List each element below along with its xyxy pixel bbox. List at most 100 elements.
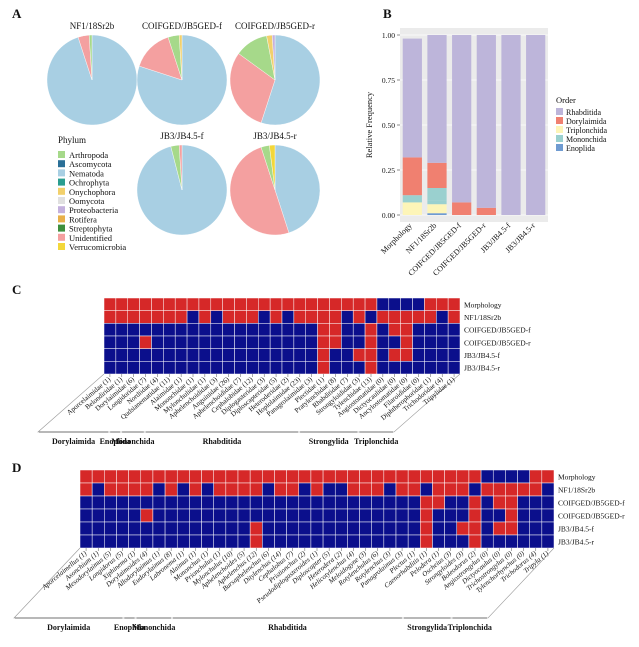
heatmap-cell — [364, 348, 378, 362]
heatmap-cell — [269, 335, 283, 349]
heatmap-cell — [436, 323, 449, 337]
heatmap-cell — [298, 469, 312, 484]
heatmap-cell — [371, 521, 385, 536]
heatmap-cell — [376, 348, 390, 362]
heatmap-cell — [225, 482, 239, 497]
heatmap-cell — [139, 310, 152, 324]
y-tick-label: 0.75 — [382, 76, 395, 85]
heatmap-cell — [128, 495, 142, 510]
heatmap-cell — [164, 521, 178, 536]
heatmap-cell — [400, 361, 413, 375]
heatmap-cell — [329, 323, 342, 337]
bar-segment — [452, 35, 472, 203]
legend-swatch — [58, 224, 65, 232]
row-label: COIFGED/JB5GED-f — [464, 326, 531, 335]
heatmap-cell — [79, 469, 93, 484]
heatmap-cell — [281, 297, 295, 311]
heatmap-cell — [152, 521, 166, 536]
heatmap-cell — [258, 310, 271, 324]
heatmap-cell — [412, 297, 425, 311]
heatmap-cell — [412, 310, 425, 324]
heatmap-cell — [317, 348, 330, 362]
legend-swatch — [556, 135, 563, 142]
heatmap-cell — [341, 323, 354, 337]
heatmap-cell — [189, 482, 202, 497]
heatmap-cell — [412, 361, 425, 375]
pie-slice — [229, 53, 276, 124]
heatmap-cell — [139, 348, 152, 362]
heatmap-cell — [201, 521, 214, 536]
heatmap-cell — [541, 521, 555, 536]
y-tick-label: 0.50 — [382, 121, 395, 130]
heatmap-cell — [432, 482, 445, 497]
heatmap-cell — [468, 508, 482, 523]
bar-segment — [427, 204, 447, 214]
heatmap-cell — [424, 323, 437, 337]
heatmap-cell — [317, 310, 330, 324]
legend-label: Rhabditida — [566, 108, 602, 117]
heatmap-cell — [359, 495, 372, 510]
heatmap-cell — [210, 335, 223, 349]
heatmap-cell — [79, 521, 93, 536]
heatmap-cell — [258, 361, 271, 375]
heatmap-cell — [341, 297, 354, 311]
heatmap-cell — [322, 469, 336, 484]
heatmap-cell — [364, 361, 378, 375]
legend-label: Unidentified — [69, 233, 113, 243]
heatmap-cell — [505, 508, 518, 523]
heatmap-cell — [213, 495, 227, 510]
heatmap-cell — [420, 534, 433, 549]
heatmap-cell — [152, 495, 166, 510]
heatmap-cell — [91, 495, 105, 510]
heatmap-cell — [174, 361, 188, 375]
pie-slice — [260, 34, 321, 126]
pie-slice — [178, 144, 183, 191]
heatmap-cell — [298, 482, 312, 497]
heatmap-cell — [432, 534, 445, 549]
heatmap-cell — [115, 310, 128, 324]
heatmap-cell — [140, 482, 154, 497]
heatmap-cell — [347, 482, 360, 497]
heatmap-cell — [127, 297, 140, 311]
heatmap-cell — [116, 495, 129, 510]
heatmap-cell — [164, 534, 178, 549]
bar-segment — [526, 35, 546, 215]
heatmap-cell — [322, 534, 336, 549]
heatmap-cell — [249, 469, 263, 484]
heatmap-cell — [468, 482, 482, 497]
heatmap-cell — [281, 335, 295, 349]
heatmap-cell — [400, 335, 413, 349]
heatmap-cell — [286, 495, 300, 510]
heatmap-cell — [174, 348, 188, 362]
heatmap-cell — [139, 361, 152, 375]
heatmap-cell — [329, 297, 342, 311]
heatmap-cell — [359, 508, 372, 523]
heatmap-cell — [505, 534, 518, 549]
heatmap-cell — [127, 361, 140, 375]
heatmap-cell — [213, 482, 227, 497]
heatmap-cell — [262, 469, 275, 484]
heatmap-cell — [424, 361, 437, 375]
heatmap-cell — [249, 534, 263, 549]
heatmap-cell — [79, 508, 93, 523]
heatmap-cell — [480, 508, 494, 523]
heatmap-cell — [274, 521, 287, 536]
legend-swatch — [58, 178, 65, 186]
legend-label: Oomycota — [69, 196, 105, 206]
heatmap-cell — [388, 335, 401, 349]
heatmap-cell — [140, 508, 154, 523]
heatmap-cell — [468, 521, 482, 536]
legend-swatch — [58, 243, 65, 250]
panel-letter-c: C — [12, 282, 21, 297]
heatmap-cell — [115, 361, 128, 375]
group-label: Dorylaimida — [52, 437, 95, 446]
heatmap-cell — [286, 508, 300, 523]
heatmap-cell — [115, 297, 128, 311]
heatmap-cell — [447, 361, 461, 375]
heatmap-cell — [359, 534, 372, 549]
heatmap-cell — [541, 534, 555, 549]
heatmap-cell — [198, 310, 212, 324]
pie-slice — [274, 144, 321, 234]
heatmap-cell — [163, 335, 176, 349]
heatmap-cell — [432, 521, 445, 536]
